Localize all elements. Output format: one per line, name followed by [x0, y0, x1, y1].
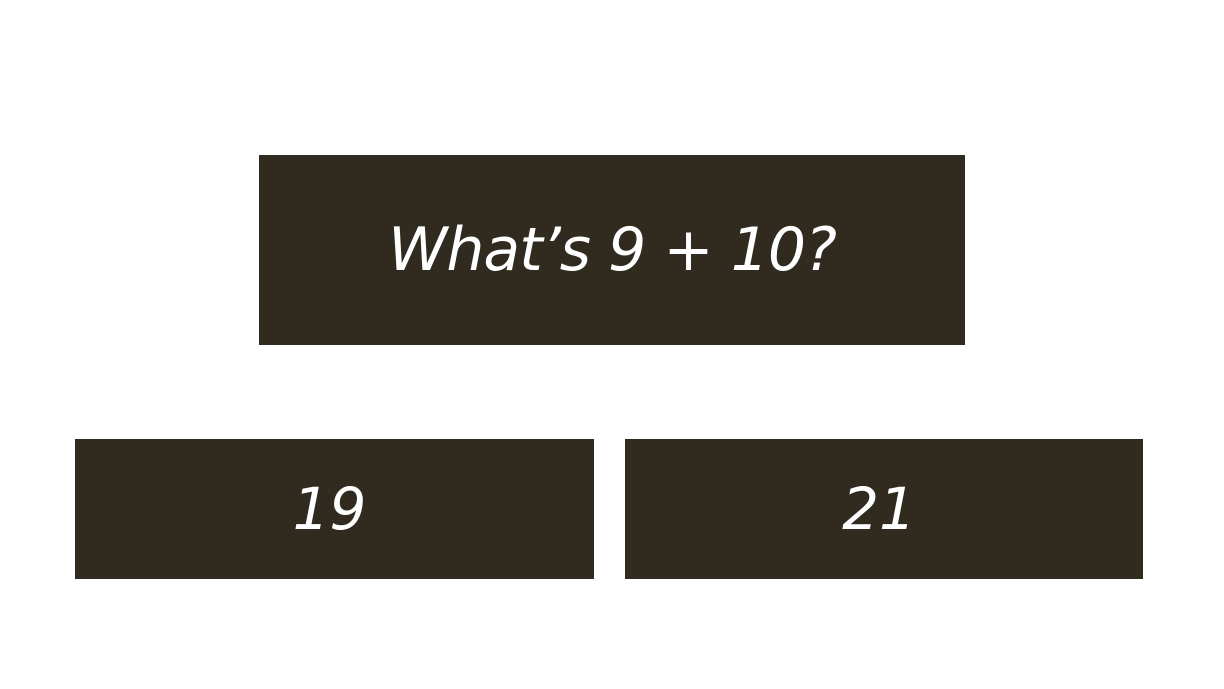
answer-button-21[interactable]: 21: [625, 439, 1143, 579]
question-text: What’s 9 + 10?: [388, 215, 837, 285]
answer-label: 19: [292, 475, 367, 543]
answer-button-19[interactable]: 19: [75, 439, 594, 579]
question-box: What’s 9 + 10?: [259, 155, 965, 345]
answer-label: 21: [842, 475, 916, 543]
